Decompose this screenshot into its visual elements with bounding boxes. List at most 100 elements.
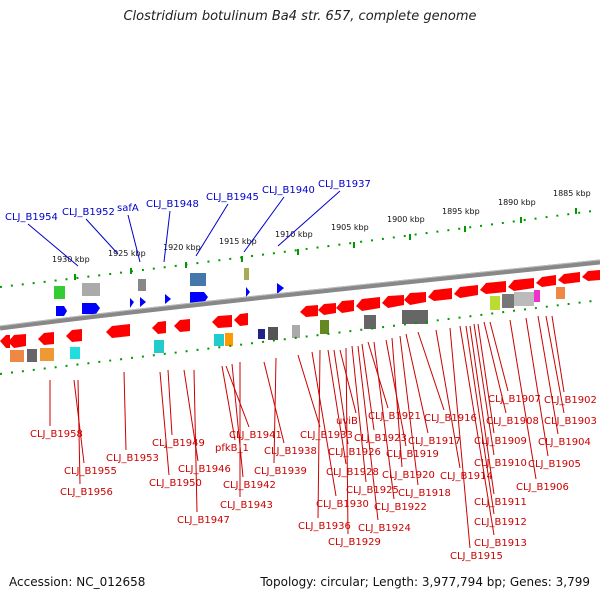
kbp-major-tick [409, 234, 411, 240]
gene-blue-arrow [56, 306, 67, 316]
genome-summary-text: Topology: circular; Length: 3,977,794 bp… [260, 575, 590, 589]
gene-blue-arrow [82, 303, 100, 314]
gene-red-arrow [508, 278, 534, 291]
reverse-gene-label: CLJ_B1955 [64, 466, 117, 477]
label-leader-line [159, 371, 170, 476]
kbp-major-tick [74, 274, 76, 280]
gene-orange-box [225, 333, 233, 346]
gene-navy-box [258, 329, 265, 339]
reverse-strand-genes [300, 270, 600, 317]
chromosome-backbone [0, 259, 600, 331]
gene-red-arrow [382, 295, 404, 308]
label-leader-line [483, 321, 507, 414]
label-leader-line [509, 319, 537, 480]
label-leader-line [537, 315, 559, 435]
reverse-gene-label: CLJ_B1906 [516, 482, 569, 493]
kbp-tick-label: 1925 kbp [108, 249, 146, 258]
label-leader-line [243, 196, 285, 253]
kbp-major-tick [185, 262, 187, 268]
label-leader-line [477, 323, 495, 434]
kbp-tick-label: 1890 kbp [498, 198, 536, 207]
kbp-major-tick [353, 242, 355, 248]
gene-darkgrey-box [27, 349, 37, 362]
reverse-gene-label: CLJ_B1905 [528, 459, 581, 470]
label-leader-line [373, 341, 395, 500]
label-leader-line [345, 347, 349, 535]
forward-gene-labels: CLJ_B1954 CLJ_B1952 safA CLJ_B1948 CLJ_B1945… [5, 179, 371, 223]
kbp-major-tick [464, 226, 466, 232]
label-leader-line [405, 333, 429, 434]
label-leader-line [27, 223, 79, 267]
gene-blue-arrow [165, 294, 171, 304]
gene-red-arrow [336, 300, 354, 313]
label-leader-line [417, 331, 445, 411]
reverse-gene-label: CLJ_B1953 [106, 453, 159, 464]
label-leader-line [545, 315, 565, 414]
label-leader-line [339, 349, 357, 414]
reverse-gene-label: CLJ_B1914 [440, 471, 493, 482]
gene-red-arrow [318, 303, 336, 315]
reverse-gene-label: CLJ_B1911 [474, 497, 527, 508]
reverse-gene-label: CLJ_B1920 [382, 470, 435, 481]
gene-olive-box [320, 320, 329, 334]
label-leader-line [221, 365, 236, 441]
reverse-gene-label: CLJ_B1909 [474, 436, 527, 447]
forward-gene-label: CLJ_B1937 [318, 179, 371, 190]
label-leader-line [525, 317, 549, 457]
reverse-gene-label: CLJ_B1923 [354, 433, 407, 444]
reverse-gene-label: CLJ_B1925 [346, 485, 399, 496]
reverse-gene-label: CLJ_B1918 [398, 488, 451, 499]
reverse-gene-label: pfkB_1 [215, 443, 249, 454]
kbp-major-tick [575, 208, 577, 214]
gene-lightgrey-box [514, 292, 534, 306]
reverse-gene-label: uviB [336, 416, 358, 427]
reverse-gene-label: CLJ_B1921 [368, 411, 421, 422]
page-title: Clostridium botulinum Ba4 str. 657, comp… [123, 9, 477, 24]
label-leader-line [163, 210, 171, 263]
reverse-gene-label: CLJ_B1913 [474, 538, 527, 549]
reverse-gene-labels: CLJ_B1958 CLJ_B1955 CLJ_B1956 CLJ_B1953 CLJ_… [30, 394, 597, 562]
label-leader-line [473, 323, 495, 456]
reverse-gene-label: CLJ_B1949 [152, 438, 205, 449]
reverse-gene-label: CLJ_B1912 [474, 517, 527, 528]
gene-cyan-box [154, 340, 164, 353]
reverse-gene-label: CLJ_B1922 [374, 502, 427, 513]
reverse-gene-label: CLJ_B1910 [474, 458, 527, 469]
forward-gene-label: CLJ_B1952 [62, 207, 115, 218]
forward-gene-label: CLJ_B1945 [206, 192, 259, 203]
label-leader-line [225, 365, 250, 428]
label-leader-line [327, 349, 347, 465]
gene-darkgrey-box [268, 327, 278, 340]
gene-grey-box [82, 283, 100, 296]
gene-red-arrow [212, 315, 232, 328]
label-leader-line [551, 315, 565, 393]
gene-red-arrow [536, 275, 556, 287]
gene-green-box [54, 286, 65, 299]
reverse-gene-label: CLJ_B1930 [316, 499, 369, 510]
kbp-tick-label: 1920 kbp [163, 243, 201, 252]
gene-magenta-box [534, 290, 540, 302]
reverse-gene-label: CLJ_B1908 [486, 416, 539, 427]
gene-red-arrow [38, 332, 54, 345]
forward-gene-label: CLJ_B1948 [146, 199, 199, 210]
label-leader-line [357, 345, 379, 521]
label-leader-line [277, 190, 341, 247]
reverse-gene-label: CLJ_B1947 [177, 515, 230, 526]
gene-cyan-box [70, 347, 80, 359]
label-leader-line [123, 371, 127, 451]
accession-text: Accession: NC_012658 [9, 575, 146, 589]
gene-red-arrow [0, 335, 10, 348]
label-leader-line [465, 325, 495, 515]
gene-lightgrey-box [292, 325, 300, 338]
reverse-gene-label: CLJ_B1915 [450, 551, 503, 562]
chromosome-backbone-highlight [0, 259, 600, 327]
label-leader-line [399, 335, 419, 486]
label-leader-line [391, 337, 403, 468]
label-leader-line [435, 329, 461, 469]
kbp-major-ticks [74, 208, 577, 280]
reverse-gene-label: CLJ_B1919 [386, 449, 439, 460]
gene-red-arrow [356, 297, 380, 311]
gene-darkgrey-box [402, 310, 428, 324]
forward-strand-genes [54, 268, 284, 316]
